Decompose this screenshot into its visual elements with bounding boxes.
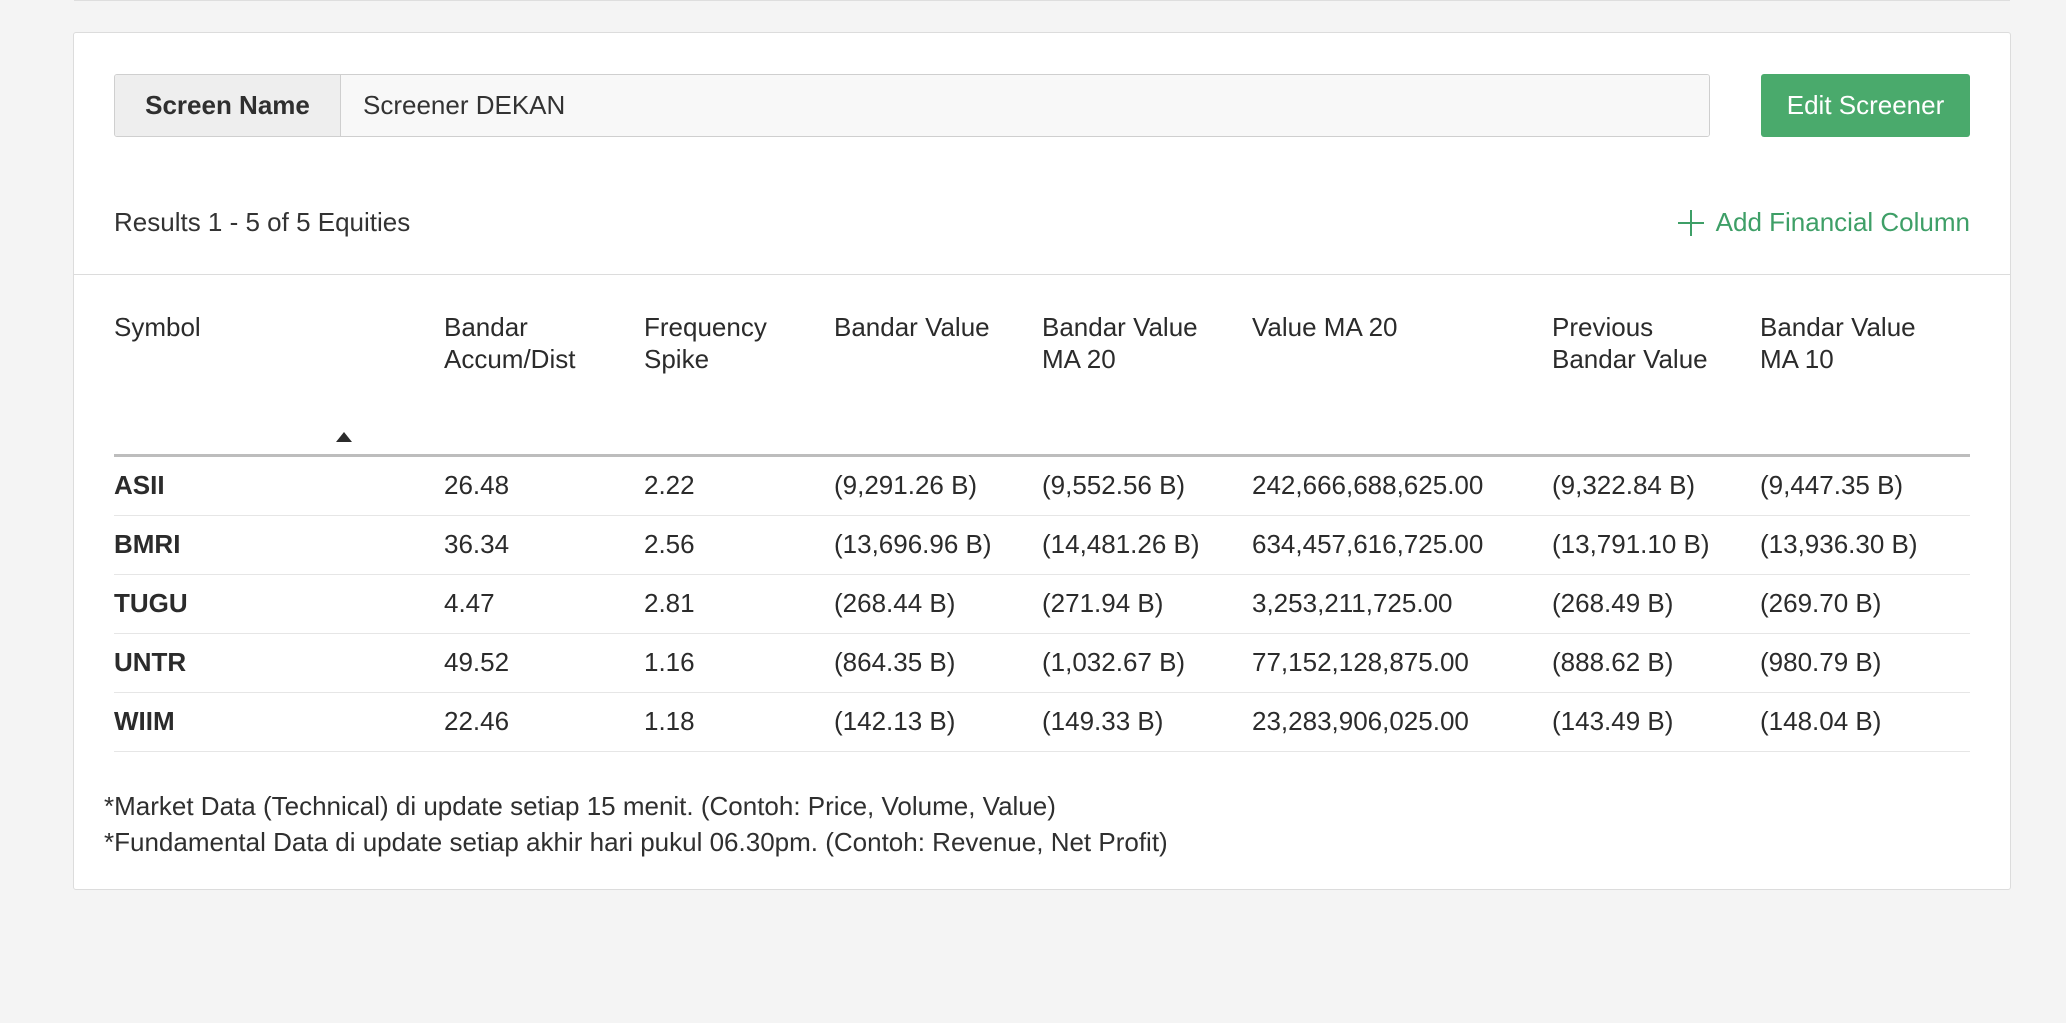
table-cell: (269.70 B) xyxy=(1760,574,1970,634)
table-cell: 36.34 xyxy=(444,515,644,575)
footnote-market-data: *Market Data (Technical) di update setia… xyxy=(104,791,1056,821)
table-cell: (142.13 B) xyxy=(834,692,1042,752)
screen-name-group: Screen Name xyxy=(114,74,1710,137)
table-cell: 4.47 xyxy=(444,574,644,634)
table-cell: 2.56 xyxy=(644,515,834,575)
screen-name-label: Screen Name xyxy=(115,75,341,136)
symbol-cell[interactable]: BMRI xyxy=(114,515,336,575)
screen-name-input[interactable] xyxy=(341,75,1709,136)
sort-ascending-icon[interactable] xyxy=(336,431,352,442)
table-cell: 23,283,906,025.00 xyxy=(1252,692,1552,752)
table-cell: 3,253,211,725.00 xyxy=(1252,574,1552,634)
column-header-bandar-value-ma-20[interactable]: Bandar Value MA 20 xyxy=(1042,275,1252,457)
table-cell: (149.33 B) xyxy=(1042,692,1252,752)
table-cell: (9,322.84 B) xyxy=(1552,455,1760,516)
table-cell: (864.35 B) xyxy=(834,633,1042,693)
table-row[interactable]: WIIM 22.46 1.18 (142.13 B) (149.33 B) 23… xyxy=(114,692,1970,752)
footnote-fundamental-data: *Fundamental Data di update setiap akhir… xyxy=(104,827,1168,857)
table-cell xyxy=(336,633,444,693)
table-cell xyxy=(336,455,444,516)
plus-icon xyxy=(1677,209,1704,236)
results-count: Results 1 - 5 of 5 Equities xyxy=(114,207,411,237)
results-table-container: Symbol Bandar Accum/Dist Frequency Spike… xyxy=(114,275,1970,752)
table-cell: 242,666,688,625.00 xyxy=(1252,455,1552,516)
table-cell xyxy=(336,515,444,575)
add-financial-column-label: Add Financial Column xyxy=(1715,207,1970,237)
results-table: Symbol Bandar Accum/Dist Frequency Spike… xyxy=(114,275,1970,752)
column-header-previous-bandar-value[interactable]: Previous Bandar Value xyxy=(1552,275,1760,457)
table-row[interactable]: UNTR 49.52 1.16 (864.35 B) (1,032.67 B) … xyxy=(114,633,1970,693)
table-cell: (143.49 B) xyxy=(1552,692,1760,752)
table-cell: 1.18 xyxy=(644,692,834,752)
table-cell: (13,936.30 B) xyxy=(1760,515,1970,575)
table-cell: 26.48 xyxy=(444,455,644,516)
table-row[interactable]: ASII 26.48 2.22 (9,291.26 B) (9,552.56 B… xyxy=(114,455,1970,516)
table-cell: 22.46 xyxy=(444,692,644,752)
table-cell: (9,447.35 B) xyxy=(1760,455,1970,516)
table-cell: 1.16 xyxy=(644,633,834,693)
table-cell: (980.79 B) xyxy=(1760,633,1970,693)
column-header-value-ma-20[interactable]: Value MA 20 xyxy=(1252,275,1552,457)
add-financial-column-button[interactable]: Add Financial Column xyxy=(1677,207,1970,238)
table-row[interactable]: TUGU 4.47 2.81 (268.44 B) (271.94 B) 3,2… xyxy=(114,574,1970,634)
table-cell xyxy=(336,574,444,634)
symbol-cell[interactable]: ASII xyxy=(114,455,336,516)
table-cell: (13,696.96 B) xyxy=(834,515,1042,575)
column-header-clipped[interactable] xyxy=(336,275,444,457)
column-header-frequency-spike[interactable]: Frequency Spike xyxy=(644,275,834,457)
screener-panel: Screen Name Edit Screener Results 1 - 5 … xyxy=(73,32,2011,890)
table-cell: (268.44 B) xyxy=(834,574,1042,634)
table-cell: 2.81 xyxy=(644,574,834,634)
table-cell xyxy=(336,692,444,752)
results-bar: Results 1 - 5 of 5 Equities Add Financia… xyxy=(74,179,2010,275)
table-cell: (148.04 B) xyxy=(1760,692,1970,752)
table-cell: 2.22 xyxy=(644,455,834,516)
table-cell: (268.49 B) xyxy=(1552,574,1760,634)
table-row[interactable]: BMRI 36.34 2.56 (13,696.96 B) (14,481.26… xyxy=(114,515,1970,575)
column-header-symbol[interactable]: Symbol xyxy=(114,275,336,457)
symbol-cell[interactable]: WIIM xyxy=(114,692,336,752)
table-cell: (1,032.67 B) xyxy=(1042,633,1252,693)
symbol-cell[interactable]: UNTR xyxy=(114,633,336,693)
table-cell: (888.62 B) xyxy=(1552,633,1760,693)
table-cell: (271.94 B) xyxy=(1042,574,1252,634)
table-cell: (9,552.56 B) xyxy=(1042,455,1252,516)
table-cell: (13,791.10 B) xyxy=(1552,515,1760,575)
table-cell: 49.52 xyxy=(444,633,644,693)
column-header-bandar-accum-dist[interactable]: Bandar Accum/Dist xyxy=(444,275,644,457)
footnotes: *Market Data (Technical) di update setia… xyxy=(104,788,1168,860)
symbol-cell[interactable]: TUGU xyxy=(114,574,336,634)
top-divider xyxy=(74,0,2010,1)
table-cell: 634,457,616,725.00 xyxy=(1252,515,1552,575)
table-cell: (14,481.26 B) xyxy=(1042,515,1252,575)
table-header-row: Symbol Bandar Accum/Dist Frequency Spike… xyxy=(114,275,1970,457)
edit-screener-button[interactable]: Edit Screener xyxy=(1761,74,1970,137)
table-cell: 77,152,128,875.00 xyxy=(1252,633,1552,693)
column-header-bandar-value-ma-10[interactable]: Bandar Value MA 10 xyxy=(1760,275,1970,457)
table-cell: (9,291.26 B) xyxy=(834,455,1042,516)
column-header-bandar-value[interactable]: Bandar Value xyxy=(834,275,1042,457)
